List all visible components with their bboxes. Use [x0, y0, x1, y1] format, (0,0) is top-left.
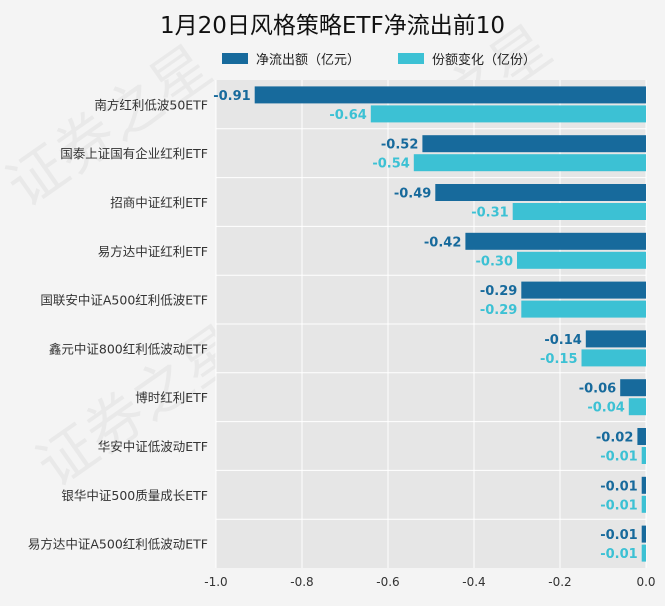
data-label: -0.01 — [600, 498, 637, 513]
bar-net-outflow — [620, 379, 646, 397]
data-label: -0.02 — [596, 431, 633, 446]
y-category-label: 鑫元中证800红利低波动ETF — [49, 341, 208, 356]
bar-share-change — [517, 251, 646, 269]
data-label: -0.01 — [600, 450, 637, 465]
legend-swatch-net — [222, 52, 248, 64]
legend-label-net: 净流出额（亿元） — [256, 52, 361, 68]
data-label: -0.01 — [600, 547, 637, 562]
x-tick-label: -0.4 — [462, 575, 485, 589]
data-label: -0.15 — [540, 352, 577, 367]
bar-share-change — [512, 203, 646, 220]
data-label: -0.91 — [213, 89, 250, 104]
data-label: -0.01 — [600, 528, 637, 543]
data-label: -0.01 — [600, 479, 637, 494]
bar-share-change — [370, 105, 646, 123]
bar-net-outflow — [637, 428, 646, 445]
data-label: -0.29 — [480, 284, 517, 299]
data-label: -0.29 — [480, 303, 517, 318]
bar-share-change — [641, 544, 646, 562]
data-label: -0.42 — [424, 235, 461, 250]
legend-item-share: 份额变化（亿份） — [398, 49, 536, 68]
y-category-label: 国泰上证国有企业红利ETF — [60, 146, 208, 161]
y-category-label: 南方红利低波50ETF — [94, 97, 208, 112]
data-label: -0.64 — [329, 108, 366, 123]
data-label: -0.30 — [476, 254, 513, 269]
bar-share-change — [413, 154, 646, 172]
x-tick-label: -0.6 — [376, 575, 399, 589]
bar-share-change — [641, 447, 646, 464]
y-category-label: 博时红利ETF — [135, 390, 208, 405]
legend-item-net: 净流出额（亿元） — [222, 49, 360, 68]
y-category-label: 易方达中证A500红利低波动ETF — [28, 537, 208, 552]
data-label: -0.31 — [471, 206, 508, 221]
bar-net-outflow — [521, 281, 646, 299]
bar-share-change — [521, 300, 646, 318]
data-label: -0.52 — [381, 138, 418, 153]
bar-share-change — [641, 495, 646, 513]
x-tick-label: 0.0 — [636, 575, 655, 589]
data-label: -0.54 — [372, 157, 409, 172]
bar-net-outflow — [465, 232, 646, 250]
bar-net-outflow — [641, 525, 646, 543]
chart-title: 1月20日风格策略ETF净流出前10 — [160, 13, 505, 39]
bar-net-outflow — [585, 330, 646, 348]
bar-net-outflow — [641, 476, 646, 494]
bar-net-outflow — [422, 135, 646, 153]
y-category-label: 招商中证红利ETF — [110, 195, 208, 210]
x-tick-label: -0.8 — [290, 575, 313, 589]
legend-swatch-share — [398, 52, 425, 64]
y-category-label: 易方达中证红利ETF — [98, 244, 208, 259]
x-tick-label: -1.0 — [204, 575, 227, 589]
x-tick-label: -0.2 — [548, 575, 571, 589]
data-label: -0.49 — [394, 187, 431, 202]
y-category-label: 银华中证500质量成长ETF — [61, 488, 208, 503]
y-category-label: 华安中证低波动ETF — [98, 439, 208, 454]
data-label: -0.14 — [544, 333, 581, 348]
legend-label-share: 份额变化（亿份） — [432, 52, 537, 68]
y-category-label: 国联安中证A500红利低波ETF — [40, 293, 208, 308]
legend: 净流出额（亿元） 份额变化（亿份） — [222, 48, 574, 68]
bar-net-outflow — [435, 184, 646, 201]
bar-net-outflow — [254, 86, 646, 104]
data-label: -0.06 — [579, 382, 616, 397]
bar-share-change — [581, 349, 646, 367]
data-label: -0.04 — [587, 401, 624, 416]
bar-share-change — [628, 398, 646, 416]
